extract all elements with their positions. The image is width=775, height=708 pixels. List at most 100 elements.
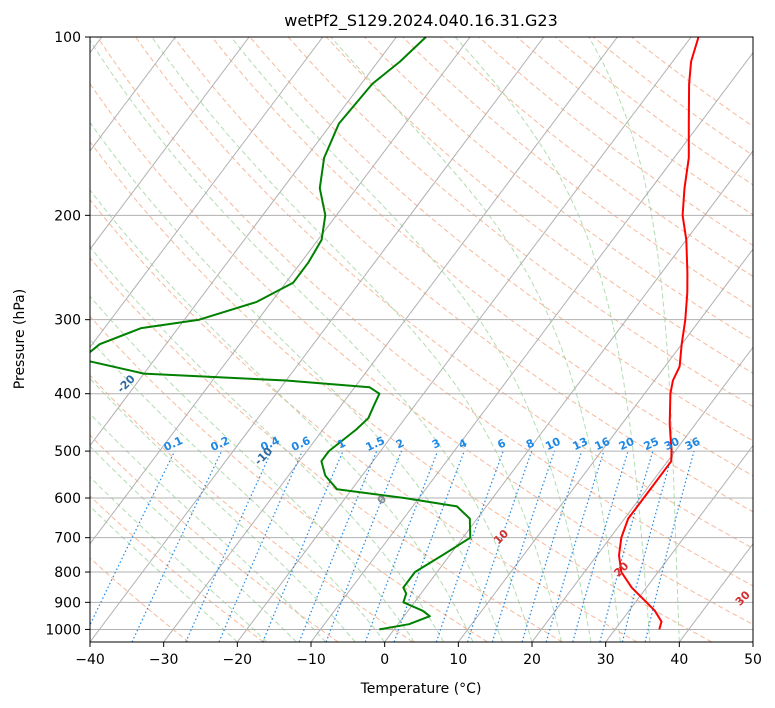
plot-frame (89, 36, 754, 643)
mixing-ratio-label: 13 (571, 435, 590, 453)
mixing-ratio-line (621, 450, 674, 642)
mixing-ratio-line (185, 450, 273, 642)
dry-adiabat (440, 37, 753, 278)
dry-adiabat (478, 37, 753, 246)
mixing-ratio-line (435, 450, 504, 642)
mixing-ratio-line (572, 450, 629, 642)
x-tick-label: 50 (744, 652, 762, 668)
moist-adiabat (90, 246, 445, 642)
mixing-ratio-label: 20 (617, 435, 637, 453)
mixing-ratio-line (491, 450, 555, 642)
y-tick-label: 700 (54, 531, 81, 547)
temperature-profile-line (618, 37, 700, 630)
isotherm-line (90, 37, 471, 545)
isotherm-line (163, 37, 618, 642)
mixing-ratio-line (599, 450, 654, 642)
dry-adiabat (554, 37, 753, 186)
moist-adiabat (90, 505, 238, 642)
isotherm-line (90, 37, 397, 447)
x-tick-label: −10 (296, 652, 326, 668)
moist-adiabat (151, 37, 562, 642)
y-tick-label: 100 (54, 30, 81, 46)
mixing-ratio-label: 4 (457, 436, 470, 451)
y-tick-label: 200 (54, 208, 81, 224)
isotherm-line (90, 37, 324, 349)
mixing-ratio-line (466, 450, 533, 642)
isotherm-line (457, 248, 753, 642)
mixing-ratio-label: 2 (394, 436, 406, 451)
y-tick-label: 400 (54, 387, 81, 403)
mixing-ratio-line (90, 450, 176, 627)
moist-adiabat (90, 476, 268, 642)
dry-adiabat-label: -20 (115, 372, 138, 395)
mixing-ratio-label: 16 (593, 435, 613, 453)
isotherm-line (678, 542, 753, 642)
series-layer (90, 37, 700, 631)
dry-adiabat-label: 10 (491, 527, 511, 547)
isotherm-line (605, 444, 753, 642)
y-tick-label: 800 (54, 565, 81, 581)
x-tick-label: 30 (597, 652, 615, 668)
y-axis-label: Pressure (hPa) (12, 289, 28, 389)
mixing-ratio-label: 36 (683, 435, 703, 453)
dry-adiabat (516, 37, 753, 216)
mixing-ratio-line (262, 450, 344, 642)
chart-title: wetPf2_S129.2024.040.16.31.G23 (284, 11, 558, 31)
y-tick-label: 300 (54, 313, 81, 329)
moist-adiabat (90, 377, 356, 642)
x-axis-label: Temperature (°C) (360, 681, 482, 697)
dry-adiabat (593, 37, 753, 157)
mixing-ratio-line (545, 450, 605, 642)
contour-label-layer: 0.10.20.40.611.52346810131620253036-100-… (37, 349, 753, 608)
dewpoint-profile-line (90, 37, 472, 631)
isotherm-line (236, 37, 692, 642)
x-tick-label: 40 (670, 652, 688, 668)
x-tick-label: −20 (223, 652, 253, 668)
moist-adiabat (90, 412, 327, 642)
moist-adiabat (454, 37, 651, 642)
x-tick-label: −30 (149, 652, 179, 668)
moist-adiabat (90, 39, 533, 642)
isotherm-line (384, 150, 753, 642)
x-tick-label: −40 (75, 652, 105, 668)
mixing-ratio-line (521, 450, 583, 642)
tick-layer: −40 −30 −20 −10 0 10 20 30 40 50 100 200 300 400 500 60… (45, 30, 762, 668)
dry-adiabat (90, 257, 563, 642)
mixing-ratio-line (644, 450, 695, 642)
y-tick-label: 900 (54, 595, 81, 611)
y-tick-label: 500 (54, 444, 81, 460)
isotherm-line (310, 51, 753, 642)
moist-adiabat (330, 37, 621, 642)
dry-adiabat (90, 374, 414, 642)
dry-adiabat-label: -30 (37, 349, 60, 372)
dry-adiabat (325, 37, 753, 374)
mixing-ratio-line (131, 450, 223, 642)
x-tick-label: 0 (380, 652, 389, 668)
dry-adiabat (402, 37, 753, 309)
mixing-ratio-label: 30 (662, 435, 682, 453)
moist-adiabat (90, 295, 415, 642)
isotherm-line (531, 346, 753, 642)
dry-adiabat-label: 20 (611, 559, 631, 579)
moist-adiabat (90, 338, 386, 642)
dry-adiabat (90, 495, 264, 642)
moist-adiabat (90, 121, 503, 642)
isotherm-line (90, 37, 545, 642)
dry-adiabat-label: 30 (733, 588, 753, 608)
moist-adiabat (90, 445, 297, 642)
dry-adiabat (90, 198, 638, 642)
dry-adiabat (90, 83, 753, 626)
dry-adiabat (249, 37, 753, 442)
moist-adiabat (588, 37, 680, 642)
y-tick-label: 1000 (45, 622, 81, 638)
dry-adiabat (90, 557, 190, 642)
mixing-ratio-label: 6 (495, 436, 508, 451)
mixing-ratio-label: 3 (430, 436, 442, 451)
mixing-ratio-line (393, 450, 465, 642)
y-tick-label: 600 (54, 491, 81, 507)
grid-layer (90, 37, 753, 642)
dry-adiabat (287, 37, 753, 408)
x-tick-label: 20 (523, 652, 541, 668)
mixing-ratio-label: 25 (642, 435, 661, 453)
